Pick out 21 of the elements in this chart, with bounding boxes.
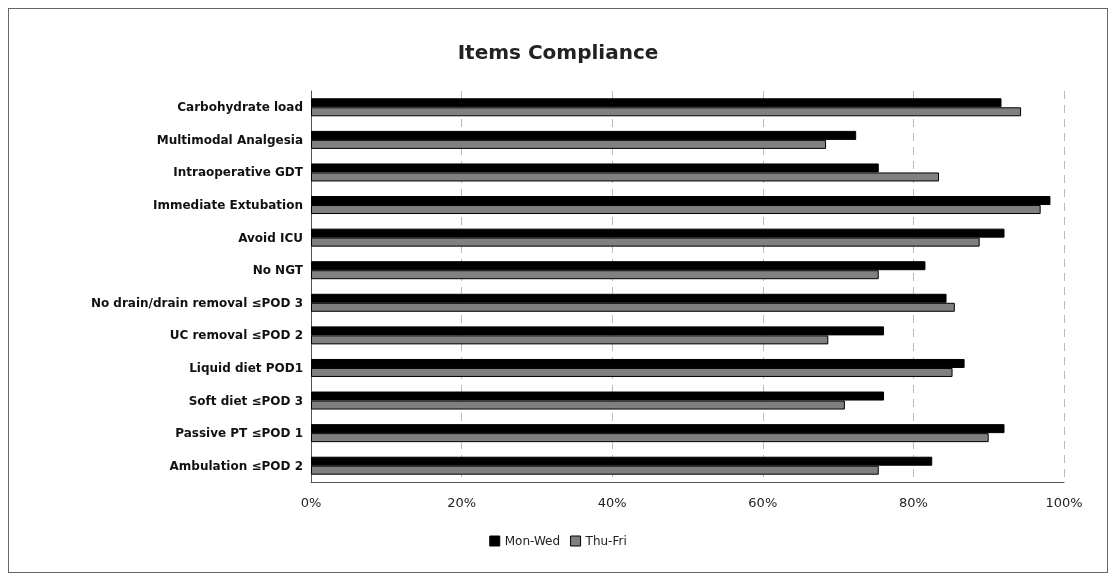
y-tick-label: No drain/drain removal ≤POD 3 <box>90 295 303 310</box>
y-tick-label: Ambulation ≤POD 2 <box>169 458 303 473</box>
y-tick-label: Intraoperative GDT <box>173 165 304 180</box>
x-tick-label: 0% <box>300 495 322 510</box>
x-tick-label: 80% <box>898 495 928 510</box>
y-tick-label: Soft diet ≤POD 3 <box>188 393 303 408</box>
y-tick-label: Passive PT ≤POD 1 <box>175 426 303 441</box>
y-tick-label: Immediate Extubation <box>152 198 303 213</box>
y-tick-label: UC removal ≤POD 2 <box>169 328 303 343</box>
legend-label: Mon-Wed <box>504 534 561 548</box>
x-tick-label: 20% <box>447 495 477 510</box>
x-tick-label: 60% <box>748 495 778 510</box>
x-tick-label: 100% <box>1045 495 1083 510</box>
y-tick-label: Multimodal Analgesia <box>156 132 303 147</box>
chart-title: Items Compliance <box>457 40 659 64</box>
x-tick-label: 40% <box>597 495 627 510</box>
y-tick-label: Avoid ICU <box>238 230 303 245</box>
legend-label: Thu-Fri <box>584 534 627 548</box>
y-tick-label: No NGT <box>252 263 304 278</box>
y-tick-label: Liquid diet POD1 <box>189 360 303 375</box>
y-tick-label: Carbohydrate load <box>177 100 303 115</box>
